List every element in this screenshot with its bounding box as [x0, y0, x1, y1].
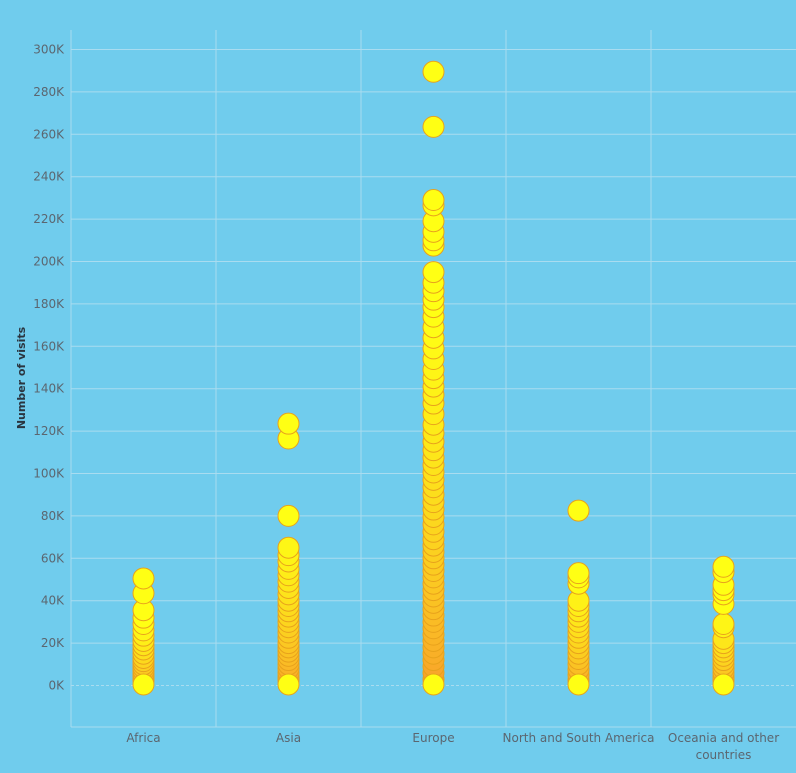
- data-point: [132, 567, 155, 590]
- x-category-label: Europe: [412, 731, 454, 745]
- data-point: [132, 673, 155, 696]
- x-category-label: Asia: [276, 731, 301, 745]
- y-tick-label: 160K: [33, 339, 65, 353]
- y-tick-label: 40K: [41, 594, 65, 608]
- y-tick-label: 120K: [33, 424, 65, 438]
- y-tick-label: 60K: [41, 551, 65, 565]
- data-point: [422, 673, 445, 696]
- y-tick-label: 260K: [33, 127, 65, 141]
- y-tick-label: 240K: [33, 170, 65, 184]
- y-tick-label: 280K: [33, 85, 65, 99]
- data-point: [712, 673, 735, 696]
- data-point: [422, 189, 445, 212]
- data-point: [422, 115, 445, 138]
- x-category-label: Africa: [126, 731, 160, 745]
- data-point: [567, 499, 590, 522]
- y-tick-label: 180K: [33, 297, 65, 311]
- data-point: [567, 562, 590, 585]
- x-category-label: North and South America: [503, 731, 655, 745]
- y-tick-label: 80K: [41, 509, 65, 523]
- data-point: [277, 536, 300, 559]
- y-tick-label: 300K: [33, 43, 65, 57]
- y-axis-title: Number of visits: [15, 326, 28, 429]
- y-tick-label: 20K: [41, 636, 65, 650]
- y-tick-label: 100K: [33, 467, 65, 481]
- y-tick-label: 220K: [33, 212, 65, 226]
- y-tick-label: 0K: [48, 679, 65, 693]
- data-point: [277, 504, 300, 527]
- data-point: [567, 673, 590, 696]
- data-point: [277, 412, 300, 435]
- x-category-label: Oceania and other countries: [668, 731, 779, 762]
- data-point: [422, 261, 445, 284]
- x-axis-categories: Africa Asia Europe North and South America O…: [126, 731, 779, 762]
- data-point: [277, 673, 300, 696]
- data-points: [132, 60, 735, 696]
- y-tick-label: 200K: [33, 255, 65, 269]
- y-axis-ticks: 0K 20K 40K 60K 80K 100K 120K 140K 160K 180K 200K 22…: [33, 43, 65, 693]
- data-point: [422, 60, 445, 83]
- y-tick-label: 140K: [33, 382, 65, 396]
- data-point: [712, 613, 735, 636]
- data-point: [712, 555, 735, 578]
